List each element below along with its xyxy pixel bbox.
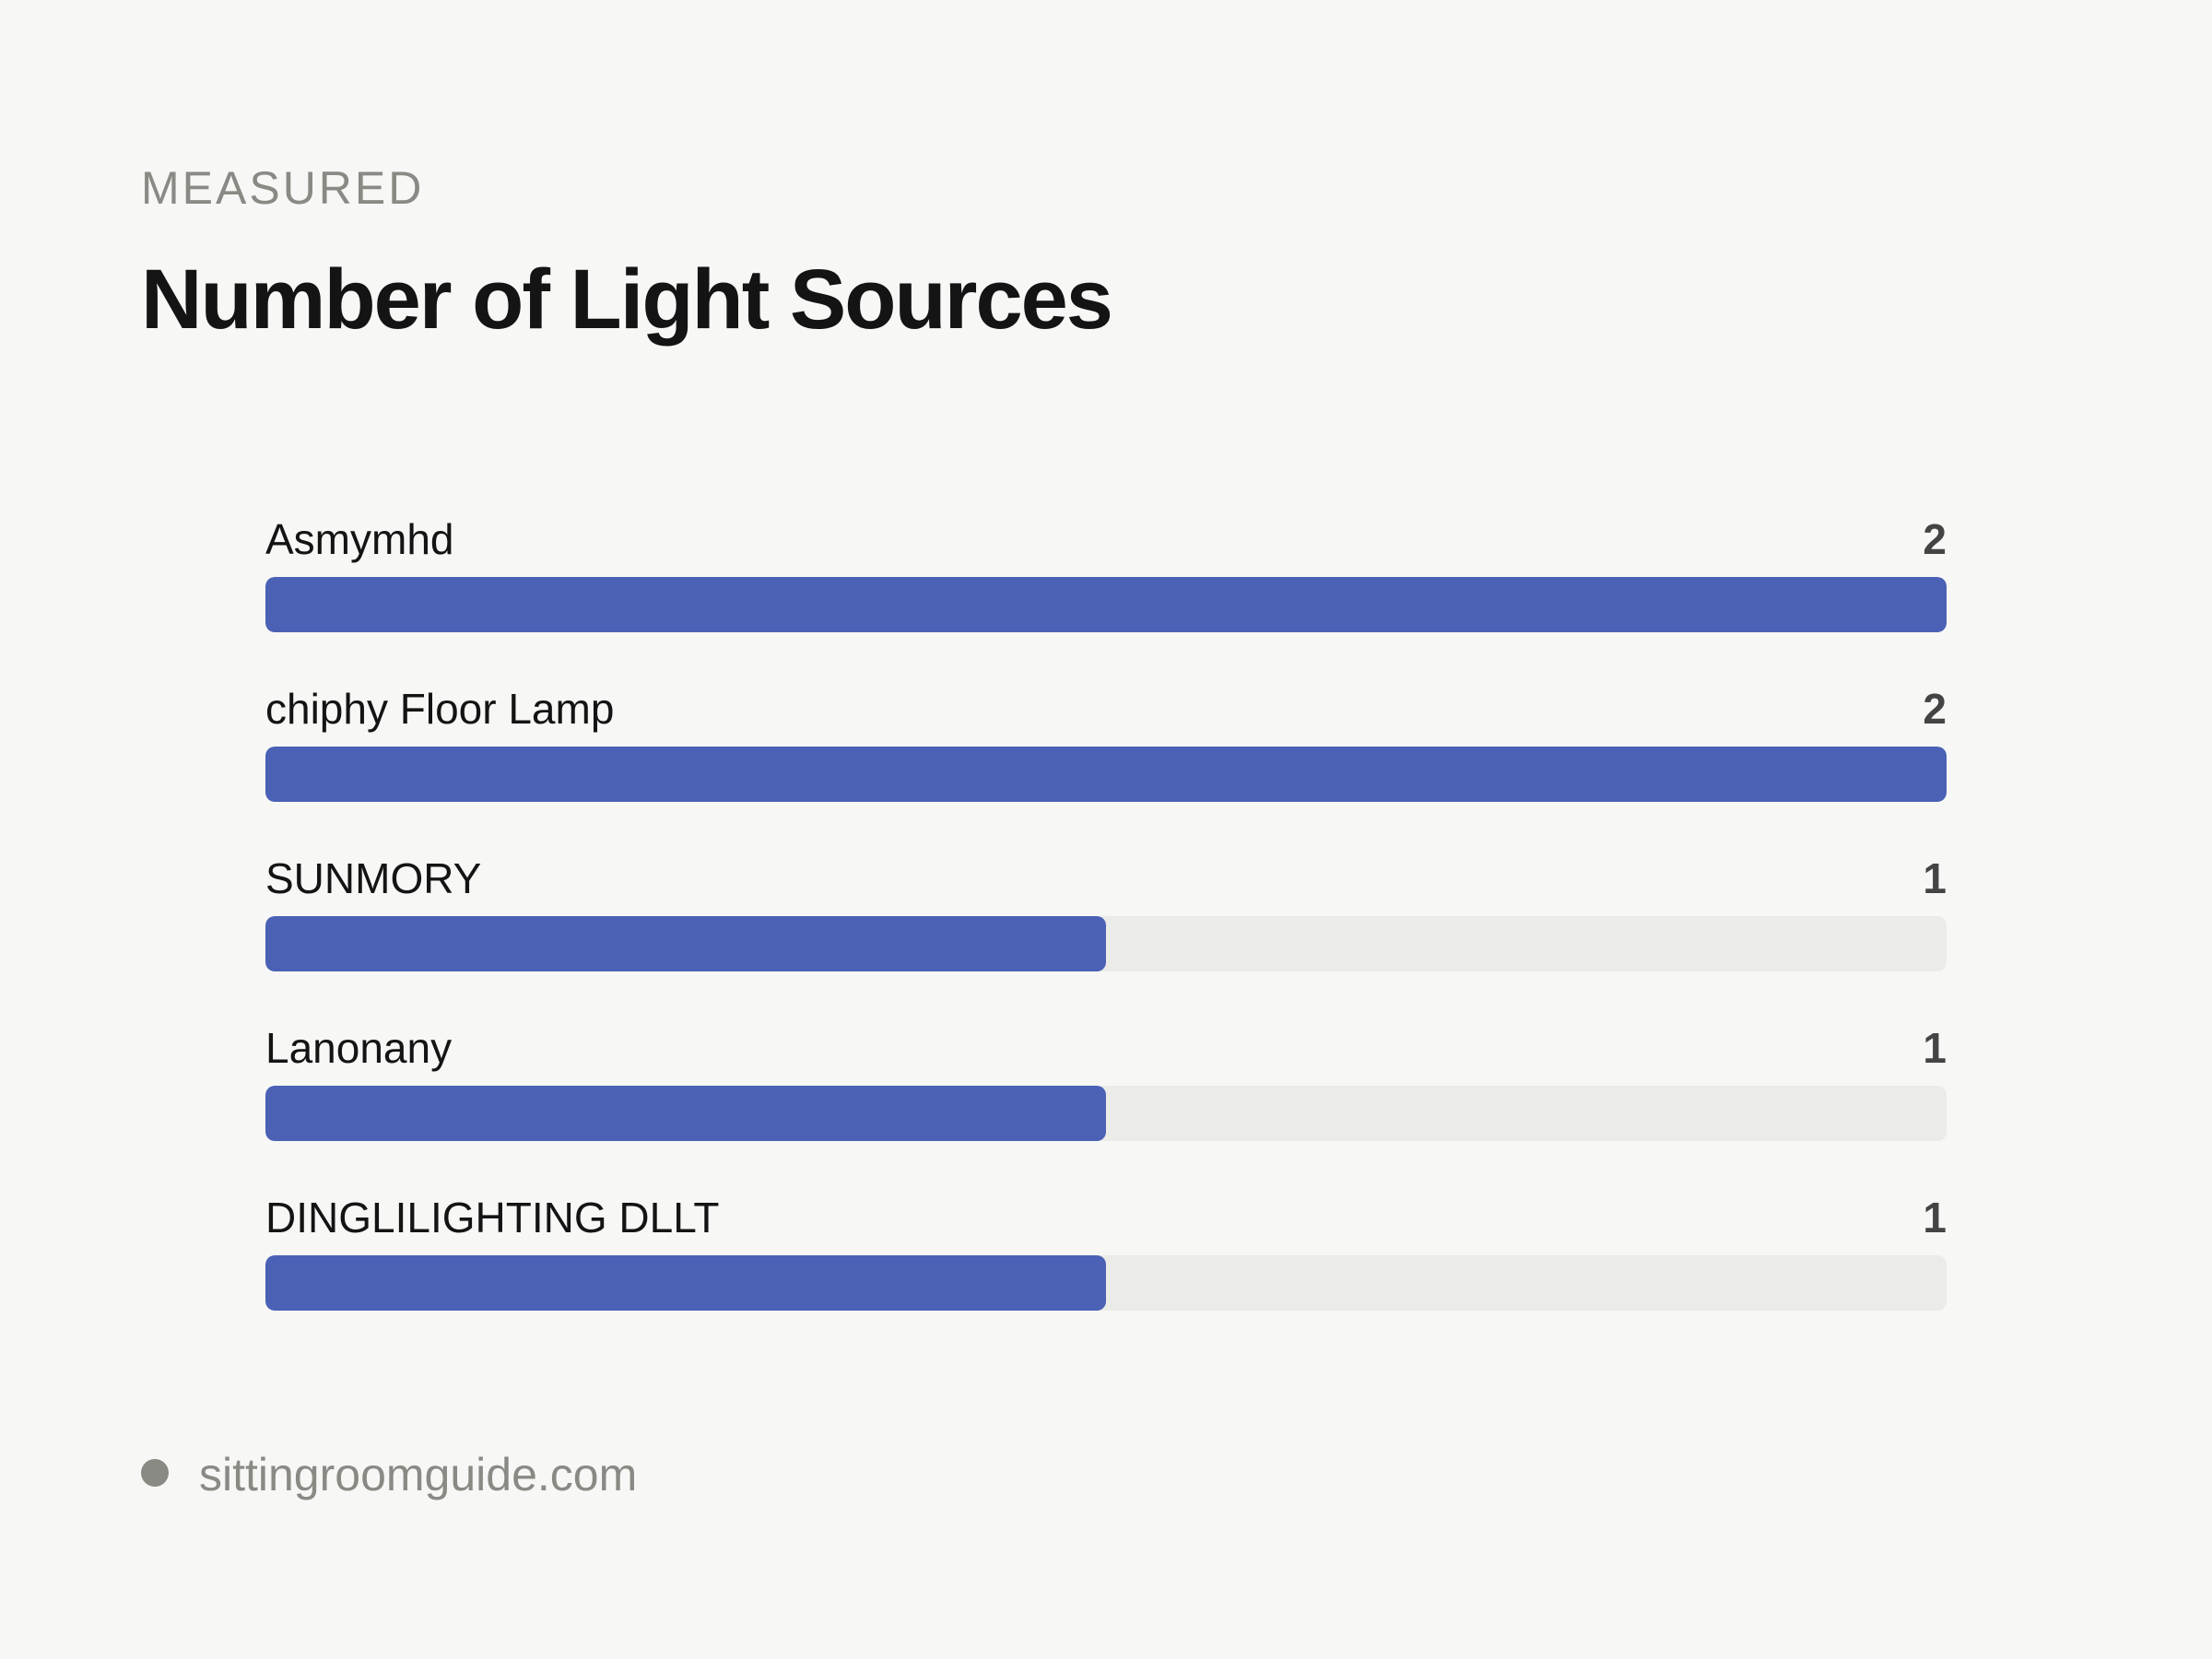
bar-track: [265, 1086, 1947, 1141]
bar-track: [265, 747, 1947, 802]
bar-label: chiphy Floor Lamp: [265, 685, 615, 733]
bar: [265, 916, 1106, 971]
bar: [265, 1255, 1106, 1311]
bar-row: SUNMORY 1: [265, 846, 1947, 1003]
chart-eyebrow: MEASURED: [141, 162, 425, 214]
bar-value-label: 1: [1923, 1024, 1947, 1072]
bar-row: DINGLILIGHTING DLLT 1: [265, 1185, 1947, 1342]
chart-title: Number of Light Sources: [141, 253, 1113, 347]
bar: [265, 1086, 1106, 1141]
bar-label: Asmymhd: [265, 515, 454, 563]
bar-value-label: 2: [1923, 515, 1947, 563]
bar-label: DINGLILIGHTING DLLT: [265, 1194, 720, 1241]
bar-row: Lanonany 1: [265, 1016, 1947, 1172]
bar: [265, 747, 1947, 802]
source-label: sittingroomguide.com: [199, 1449, 638, 1500]
bar-value-label: 1: [1923, 854, 1947, 902]
bar-track: [265, 577, 1947, 632]
bar-value-label: 2: [1923, 685, 1947, 733]
bar: [265, 577, 1947, 632]
source-dot-icon: [141, 1459, 169, 1487]
bar-label: Lanonany: [265, 1024, 453, 1072]
bar-track: [265, 916, 1947, 971]
bar-track: [265, 1255, 1947, 1311]
bar-row: chiphy Floor Lamp 2: [265, 677, 1947, 833]
bar-value-label: 1: [1923, 1194, 1947, 1241]
bar-label: SUNMORY: [265, 854, 482, 902]
bar-row: Asmymhd 2: [265, 507, 1947, 664]
